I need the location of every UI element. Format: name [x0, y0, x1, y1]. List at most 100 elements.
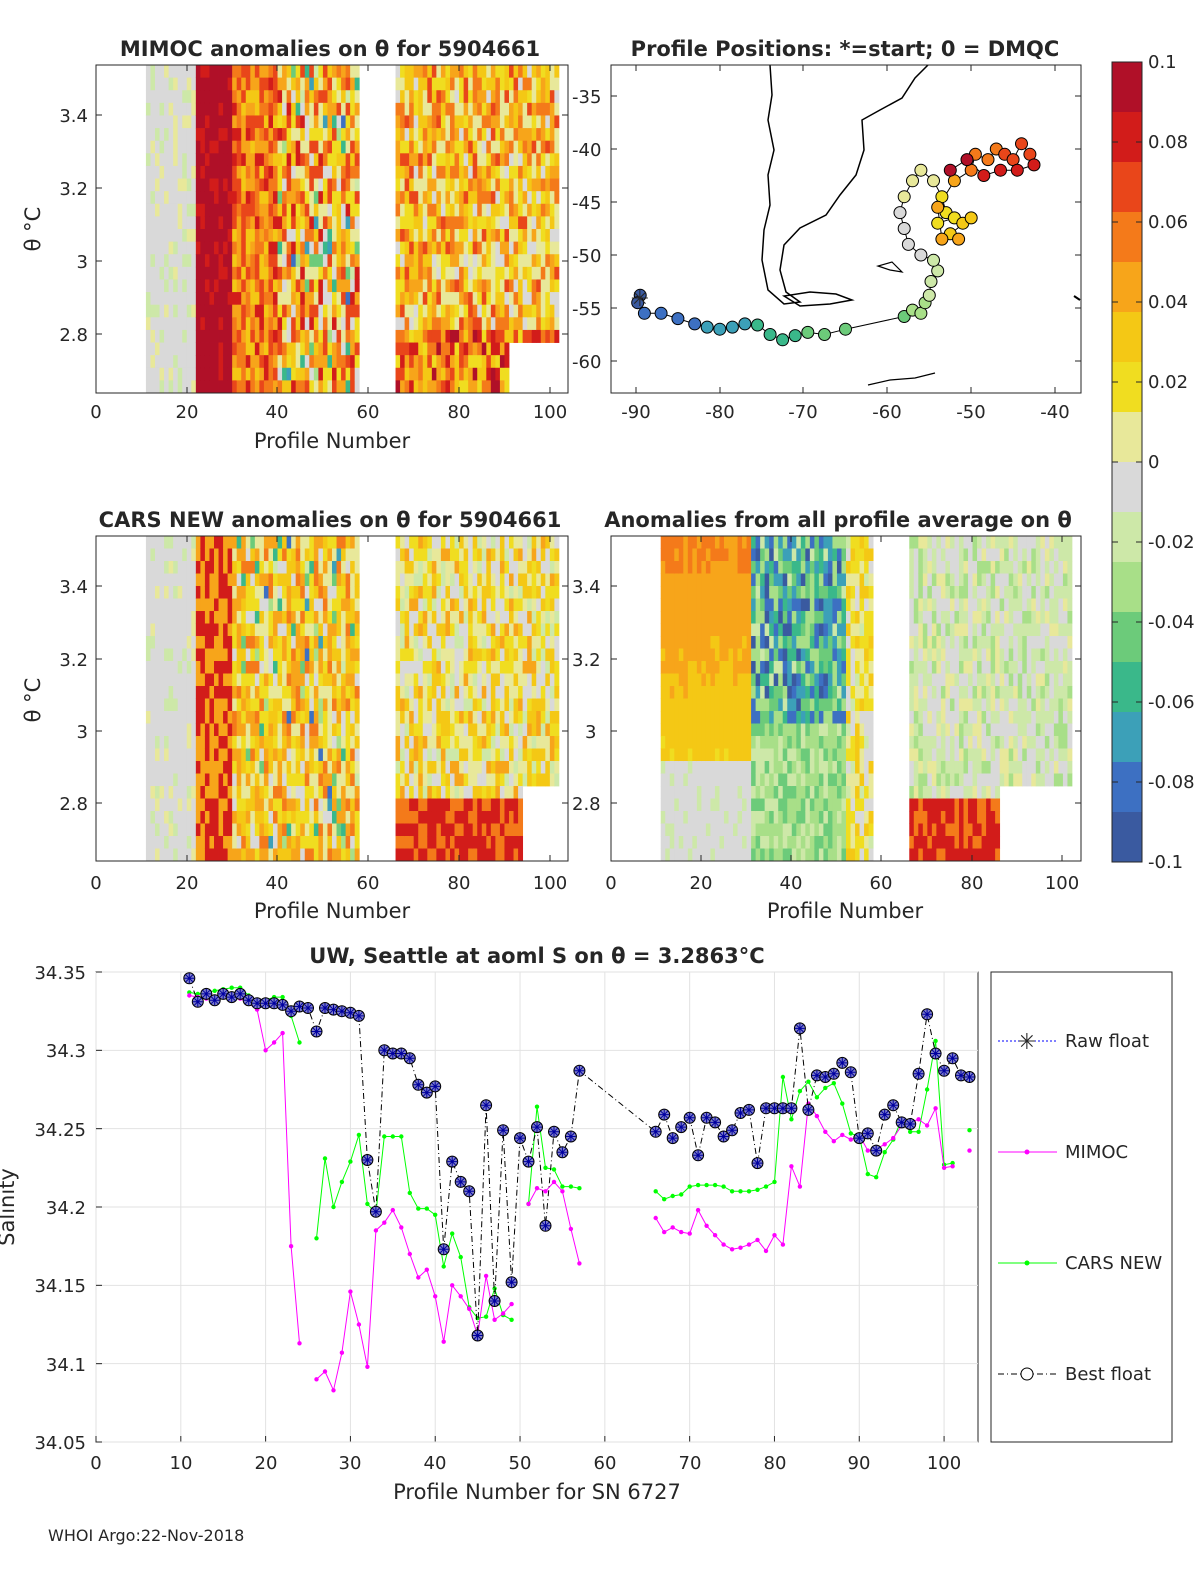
heatmap-cell — [472, 636, 478, 649]
heatmap-cell — [250, 673, 256, 687]
heatmap-cell — [486, 355, 492, 369]
heatmap-cell — [518, 823, 524, 837]
heatmap-cell — [168, 686, 174, 699]
heatmap-cell — [545, 723, 551, 737]
heatmap-cell — [701, 561, 707, 574]
heatmap-cell — [683, 736, 689, 749]
heatmap-cell — [164, 367, 170, 381]
heatmap-cell — [350, 266, 356, 280]
heatmap-cell — [186, 723, 192, 737]
heatmap-cell — [263, 140, 269, 154]
heatmap-cell — [241, 140, 247, 154]
heatmap-cell — [336, 748, 342, 762]
heatmap-cell — [159, 317, 165, 331]
heatmap-cell — [554, 598, 560, 612]
heatmap-cell — [409, 102, 415, 116]
heatmap-cell — [182, 102, 188, 116]
heatmap-cell — [683, 536, 689, 549]
heatmap-cell — [400, 598, 406, 612]
heatmap-cell — [440, 254, 446, 268]
heatmap-cell — [332, 342, 337, 356]
heatmap-cell — [209, 367, 215, 381]
heatmap-cell — [742, 611, 747, 624]
heatmap-cell — [168, 191, 174, 205]
heatmap-cell — [218, 342, 224, 356]
heatmap-cell — [418, 786, 424, 799]
heatmap-cell — [282, 115, 288, 129]
heatmap-cell — [200, 573, 206, 587]
heatmap-cell — [509, 65, 514, 79]
heatmap-cell — [245, 586, 251, 599]
heatmap-cell — [214, 367, 219, 381]
heatmap-cell — [200, 77, 206, 91]
heatmap-cell — [177, 102, 183, 116]
heatmap-cell — [445, 548, 451, 562]
heatmap-cell — [282, 317, 288, 331]
heatmap-cell — [345, 761, 351, 774]
heatmap-cell — [354, 342, 360, 356]
heatmap-cell — [687, 773, 693, 787]
heatmap-cell — [273, 536, 278, 549]
heatmap-cell — [291, 623, 297, 637]
heatmap-cell — [733, 836, 738, 849]
mimoc-ylabel: θ °C — [21, 207, 45, 252]
heatmap-cell — [427, 115, 433, 129]
heatmap-cell — [742, 648, 747, 662]
heatmap-cell — [195, 102, 201, 116]
mimoc-ytick-label: 2.8 — [59, 325, 88, 346]
heatmap-cell — [669, 623, 675, 637]
heatmap-cell — [150, 761, 156, 774]
heatmap-cell — [295, 723, 301, 737]
heatmap-cell — [723, 636, 729, 649]
heatmap-cell — [737, 648, 743, 662]
heatmap-cell — [345, 153, 351, 167]
heatmap-cell — [336, 823, 342, 837]
map-profile-marker — [751, 318, 764, 332]
heatmap-cell — [300, 761, 306, 774]
heatmap-cell — [291, 698, 297, 712]
heatmap-cell — [200, 786, 206, 799]
heatmap-cell — [218, 304, 224, 318]
heatmap-cell — [463, 191, 469, 205]
heatmap-cell — [164, 761, 170, 774]
heatmap-cell — [486, 140, 492, 154]
heatmap-cell — [499, 723, 505, 737]
heatmap-cell — [159, 548, 165, 562]
heatmap-cell — [159, 573, 165, 587]
heatmap-cell — [168, 153, 174, 167]
heatmap-cell — [705, 548, 711, 562]
heatmap-cell — [513, 773, 519, 787]
heatmap-cell — [486, 548, 492, 562]
heatmap-cell — [486, 342, 492, 356]
heatmap-cell — [277, 623, 283, 637]
heatmap-cell — [472, 623, 478, 637]
heatmap-cell — [674, 823, 680, 837]
heatmap-cell — [245, 836, 251, 849]
heatmap-cell — [436, 140, 442, 154]
heatmap-cell — [472, 586, 478, 599]
colorbar-tick-label: 0 — [1148, 452, 1159, 473]
heatmap-cell — [354, 811, 360, 824]
heatmap-cell — [286, 266, 292, 280]
heatmap-cell — [436, 623, 442, 637]
heatmap-cell — [710, 736, 716, 749]
heatmap-cell — [404, 128, 410, 142]
heatmap-cell — [173, 786, 179, 799]
heatmap-cell — [400, 723, 406, 737]
heatmap-cell — [304, 598, 310, 612]
heatmap-cell — [145, 611, 151, 624]
heatmap-cell — [450, 686, 455, 699]
heatmap-cell — [250, 761, 256, 774]
heatmap-cell — [191, 279, 197, 293]
heatmap-cell — [477, 586, 483, 599]
heatmap-cell — [195, 292, 201, 306]
heatmap-cell — [195, 342, 201, 356]
heatmap-cell — [669, 811, 675, 824]
heatmap-cell — [268, 266, 274, 280]
heatmap-cell — [218, 723, 224, 737]
heatmap-cell — [669, 598, 675, 612]
heatmap-cell — [742, 848, 747, 861]
cars-xlabel: Profile Number — [254, 899, 411, 923]
heatmap-cell — [404, 304, 410, 318]
heatmap-cell — [304, 548, 310, 562]
